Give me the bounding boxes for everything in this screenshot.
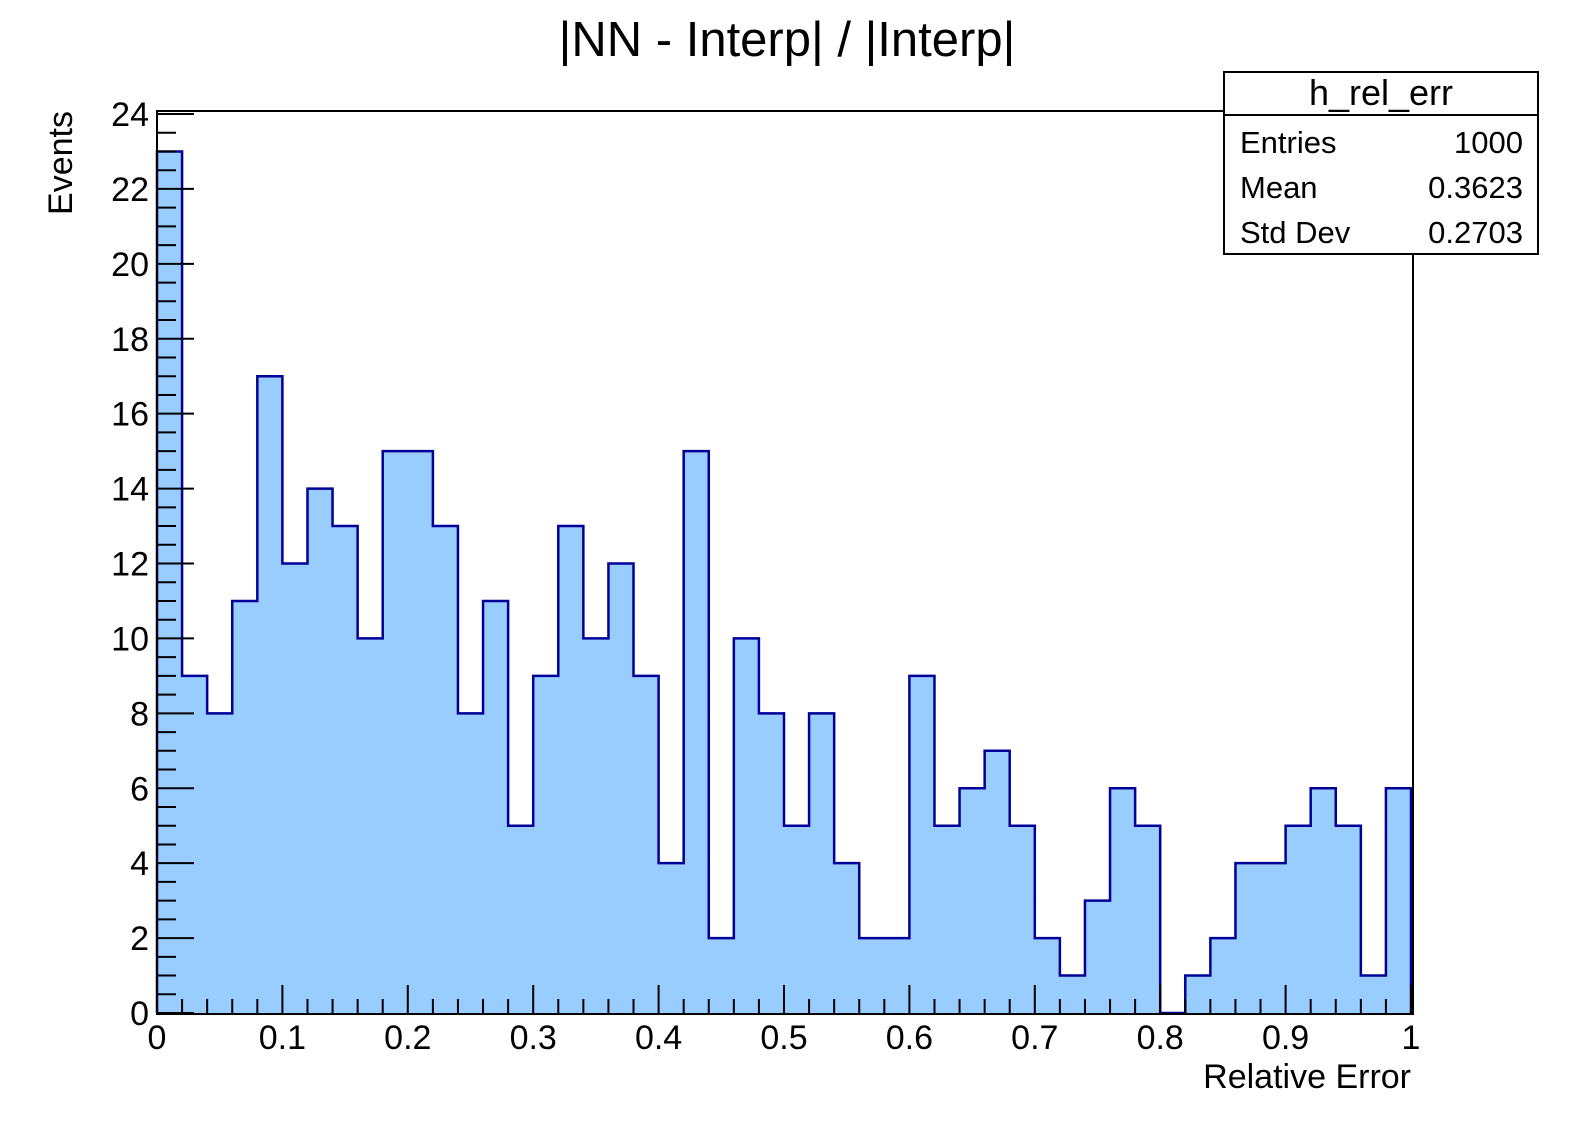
x-tick-label: 0.6	[886, 1019, 933, 1057]
histogram-bar	[1034, 938, 1061, 1013]
histogram-bar	[784, 825, 810, 1013]
stats-entries-value: 1000	[1454, 125, 1523, 160]
stats-mean-value: 0.3623	[1428, 170, 1523, 205]
histogram-bar	[884, 938, 910, 1013]
histogram-bar	[934, 825, 960, 1013]
histogram-bar	[407, 451, 434, 1013]
x-tick-label: 0.9	[1262, 1019, 1309, 1057]
histogram-bar	[307, 488, 333, 1013]
histogram-bar	[1084, 900, 1111, 1013]
histogram-bar	[909, 675, 935, 1013]
y-tick-label: 6	[130, 770, 149, 808]
histogram-bar	[432, 526, 459, 1013]
histogram-bar	[583, 638, 609, 1013]
histogram-bar	[207, 713, 233, 1013]
histogram-bar	[1059, 975, 1086, 1013]
histogram-bar	[1335, 825, 1362, 1013]
histogram-bar	[282, 563, 308, 1013]
y-tick-label: 18	[111, 321, 149, 359]
y-tick-label: 20	[111, 246, 149, 284]
x-axis: 0 0.1 0.2 0.3 0.4 0.5 0.6 0.7 0.8 0.9 1	[148, 985, 1421, 1057]
y-tick-label: 12	[111, 546, 149, 584]
stats-box-name: h_rel_err	[1309, 72, 1453, 113]
histogram-bar	[457, 713, 484, 1013]
histogram-bar	[1135, 825, 1161, 1013]
histogram-bar	[1385, 788, 1412, 1013]
y-tick-label: 14	[111, 471, 149, 509]
histogram-bar	[1260, 863, 1286, 1013]
histogram-bars	[157, 151, 1412, 1014]
x-tick-label: 0.3	[510, 1019, 557, 1057]
x-tick-label: 0.8	[1137, 1019, 1184, 1057]
histogram-bar	[859, 938, 885, 1013]
x-tick-label: 0.4	[635, 1019, 682, 1057]
histogram-bar	[959, 788, 986, 1013]
histogram-bar	[182, 675, 208, 1013]
y-tick-label: 16	[111, 396, 149, 434]
x-tick-label: 0	[148, 1019, 167, 1057]
histogram-bar	[483, 600, 509, 1013]
x-tick-label: 1	[1402, 1019, 1421, 1057]
stats-stddev-label: Std Dev	[1240, 215, 1351, 250]
histogram-bar	[1235, 863, 1261, 1013]
stats-mean-label: Mean	[1240, 170, 1318, 205]
y-tick-label: 24	[111, 96, 149, 134]
y-tick-label: 8	[130, 695, 149, 733]
histogram-bar	[533, 675, 559, 1013]
histogram-bar	[708, 938, 735, 1013]
x-tick-label: 0.2	[384, 1019, 431, 1057]
x-tick-label: 0.1	[259, 1019, 306, 1057]
histogram-bar	[1285, 825, 1312, 1013]
y-tick-label: 4	[130, 845, 149, 883]
histogram-bar	[1310, 788, 1337, 1013]
histogram-bar	[608, 563, 634, 1013]
histogram-bar	[834, 863, 860, 1013]
histogram-bar	[332, 526, 359, 1013]
histogram-bar	[733, 638, 760, 1013]
stats-stddev-value: 0.2703	[1428, 215, 1523, 250]
x-tick-label: 0.7	[1011, 1019, 1058, 1057]
histogram-bar	[1360, 975, 1387, 1013]
histogram-bar	[558, 526, 584, 1013]
y-tick-label: 10	[111, 620, 149, 658]
histogram-bar	[984, 750, 1011, 1013]
histogram-bar	[1110, 788, 1136, 1013]
histogram-bar	[357, 638, 384, 1013]
y-axis-title: Events	[42, 111, 80, 215]
histogram-bar	[382, 451, 409, 1013]
histogram-bar	[683, 451, 710, 1013]
y-tick-label: 2	[130, 920, 149, 958]
stats-box: h_rel_err Entries 1000 Mean 0.3623 Std D…	[1223, 71, 1539, 255]
histogram-bar	[758, 713, 785, 1013]
histogram-bar	[1210, 938, 1236, 1013]
histogram-bar	[633, 675, 659, 1013]
histogram-outline	[155, 150, 1413, 1015]
stats-box-frame	[1223, 71, 1539, 255]
chart-title: |NN - Interp| / |Interp|	[559, 13, 1016, 67]
histogram-bar	[257, 376, 283, 1013]
histogram-bar	[658, 863, 685, 1013]
stats-entries-label: Entries	[1240, 125, 1336, 160]
y-tick-label: 0	[130, 995, 149, 1033]
histogram-bar	[1185, 975, 1211, 1013]
histogram-bar	[508, 825, 534, 1013]
histogram-bar	[809, 713, 835, 1013]
histogram-bar	[1009, 825, 1036, 1013]
x-axis-title: Relative Error	[1203, 1058, 1411, 1096]
histogram-bar	[232, 600, 258, 1013]
x-tick-label: 0.5	[760, 1019, 807, 1057]
y-tick-label: 22	[111, 171, 149, 209]
